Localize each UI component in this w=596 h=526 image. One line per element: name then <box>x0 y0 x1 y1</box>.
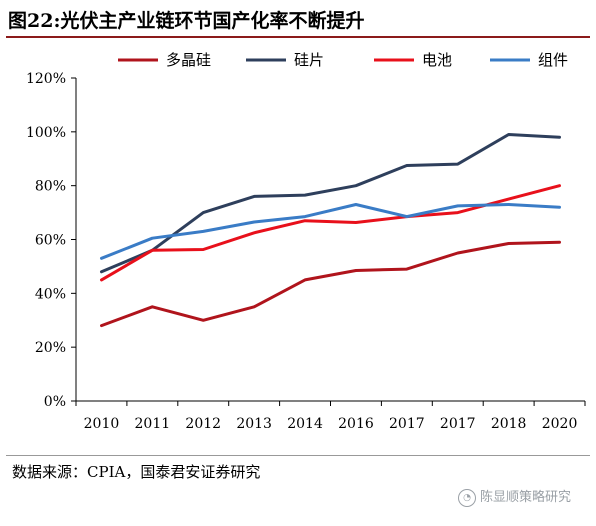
legend-label: 电池 <box>422 51 452 69</box>
x-tick-label: 2010 <box>84 416 120 432</box>
legend-label: 多晶硅 <box>166 51 211 69</box>
x-tick-label: 2020 <box>542 416 578 432</box>
watermark-text: 陈显顺策略研究 <box>480 490 572 505</box>
y-tick-label: 40% <box>35 286 66 302</box>
title-rule <box>6 36 590 38</box>
legend-label: 硅片 <box>294 51 324 69</box>
x-tick-label: 2013 <box>236 416 272 432</box>
series-line-1 <box>100 240 561 328</box>
x-tick-label: 2017 <box>440 416 476 432</box>
x-tick-label: 2016 <box>338 416 374 432</box>
y-tick-label: 120% <box>26 71 66 87</box>
line-chart: 0% 20% 40% 60% 80% 100% 120% 2010 2011 2012 2013 20… <box>26 51 586 432</box>
chart-axes: 0% 20% 40% 60% 80% 100% 120% 2010 2011 2012 2013 20… <box>26 71 586 432</box>
series-line-2 <box>100 133 561 274</box>
watermark: ◔ 陈显顺策略研究 <box>458 486 571 507</box>
source-note: 数据来源：CPIA，国泰君安证券研究 <box>12 463 261 481</box>
wechat-icon: ◔ <box>458 488 476 507</box>
x-tick-label: 2018 <box>491 416 527 432</box>
y-tick-label: 100% <box>26 125 66 141</box>
y-tick-label: 80% <box>35 179 66 195</box>
chart-series-lines <box>100 133 561 328</box>
y-tick-label: 20% <box>35 340 66 356</box>
series-line-3 <box>100 184 561 282</box>
y-tick-label: 0% <box>44 394 66 410</box>
legend-label: 组件 <box>538 51 568 69</box>
x-tick-label: 2014 <box>287 416 323 432</box>
figure-title: 图22:光伏主产业链环节国产化率不断提升 <box>8 10 365 32</box>
x-tick-label: 2012 <box>185 416 221 432</box>
y-tick-label: 60% <box>35 233 66 249</box>
series-line-4 <box>100 203 561 260</box>
source-rule <box>6 455 590 456</box>
x-tick-label: 2011 <box>135 416 171 432</box>
x-tick-label: 2017 <box>389 416 425 432</box>
chart-legend: 多晶硅 硅片 电池 组件 <box>118 51 568 69</box>
